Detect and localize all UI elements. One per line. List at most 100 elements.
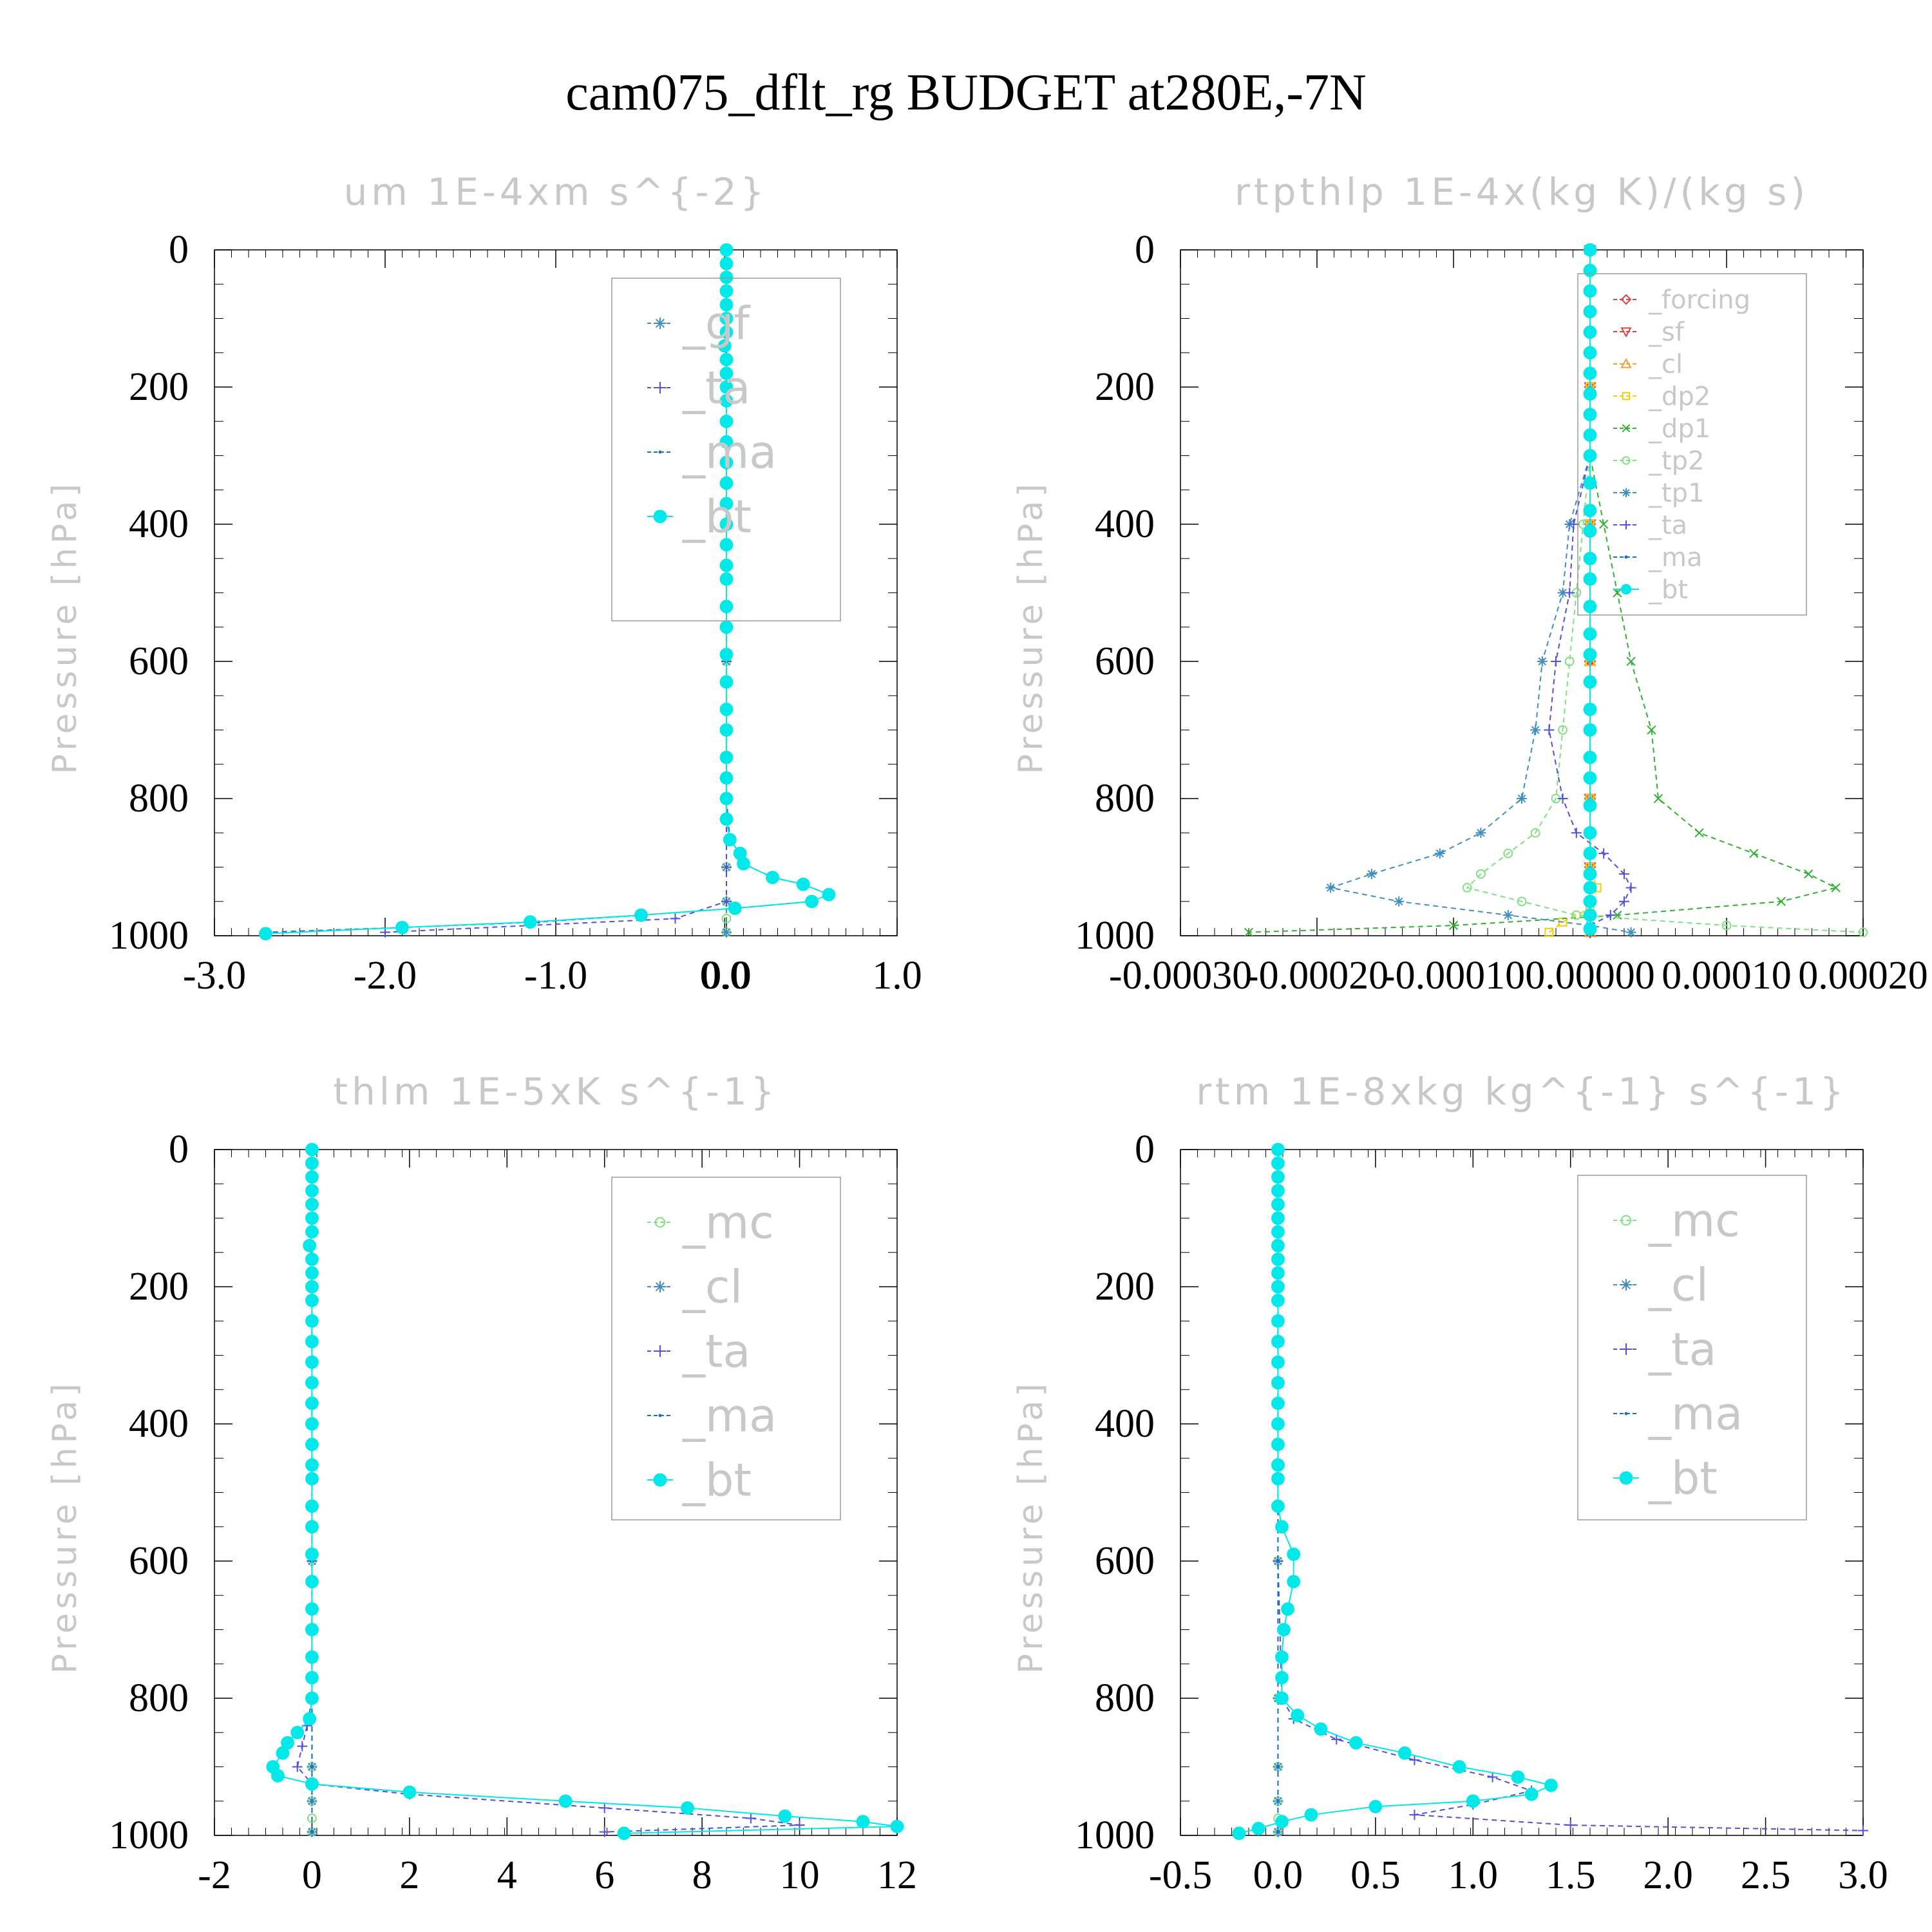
data-point bbox=[723, 833, 737, 847]
data-point bbox=[1583, 922, 1597, 936]
data-point bbox=[719, 270, 734, 285]
data-point bbox=[1583, 476, 1597, 490]
data-point bbox=[1721, 920, 1732, 931]
legend-marker bbox=[1620, 1343, 1632, 1355]
data-point bbox=[670, 913, 681, 924]
panel-4: rtm 1E-8xkg kg^{-1} s^{-1} Pressure [hPa]… bbox=[1012, 1070, 1888, 1897]
data-point bbox=[402, 1785, 417, 1799]
data-point bbox=[1232, 1826, 1246, 1841]
data-point bbox=[1583, 325, 1597, 339]
x-tick-label: 1.0 bbox=[872, 954, 922, 998]
data-point bbox=[271, 1768, 285, 1783]
data-point bbox=[778, 1809, 792, 1823]
legend-label: _gf bbox=[682, 298, 750, 350]
data-point bbox=[1368, 1799, 1383, 1814]
data-point bbox=[1625, 882, 1636, 893]
data-point bbox=[1583, 572, 1597, 586]
data-point bbox=[1517, 896, 1527, 907]
y-tick-label: 0 bbox=[1135, 228, 1155, 272]
data-point bbox=[305, 1355, 319, 1369]
x-tick-label: -1.0 bbox=[524, 954, 587, 998]
data-point bbox=[1551, 656, 1561, 667]
legend-label: _ma bbox=[682, 426, 777, 479]
data-point bbox=[1271, 1293, 1285, 1307]
x-tick-label: -0.00030 bbox=[1109, 954, 1252, 998]
data-point bbox=[305, 1156, 319, 1170]
data-point bbox=[1583, 387, 1597, 401]
data-point bbox=[1619, 896, 1629, 907]
data-point bbox=[719, 256, 734, 270]
y-tick-label: 200 bbox=[1095, 1265, 1155, 1309]
data-point bbox=[1314, 1722, 1328, 1736]
data-point bbox=[1271, 1355, 1285, 1369]
data-point bbox=[1583, 908, 1597, 922]
data-point bbox=[305, 1225, 319, 1239]
data-point bbox=[681, 1801, 694, 1815]
data-point bbox=[1366, 869, 1377, 880]
data-point bbox=[1598, 848, 1609, 859]
legend-marker bbox=[1620, 357, 1632, 368]
data-point bbox=[1583, 284, 1597, 298]
legend-label: _bt bbox=[1648, 1452, 1718, 1505]
data-point bbox=[1271, 1417, 1285, 1431]
legend-label: _dp1 bbox=[1648, 414, 1710, 444]
data-point bbox=[1271, 1458, 1285, 1472]
legend-label: _ma bbox=[1648, 543, 1702, 573]
data-point bbox=[1275, 1671, 1289, 1685]
data-point bbox=[1409, 1754, 1420, 1765]
x-tick-label: 6 bbox=[594, 1853, 614, 1897]
data-point bbox=[305, 1293, 319, 1307]
data-point bbox=[1583, 366, 1597, 381]
data-point bbox=[1557, 793, 1568, 804]
data-point bbox=[1564, 587, 1575, 598]
data-point bbox=[719, 558, 734, 573]
legend-label: _ta bbox=[1648, 1323, 1716, 1376]
data-point bbox=[1409, 1810, 1420, 1821]
data-point bbox=[303, 1712, 317, 1726]
series-line bbox=[1277, 1150, 1864, 1832]
legend: _mc _cl _ta _ma _bt bbox=[611, 1177, 841, 1520]
data-point bbox=[719, 620, 734, 634]
x-tick-label: 0 bbox=[302, 1853, 322, 1897]
data-point bbox=[292, 1761, 303, 1772]
data-point bbox=[1244, 927, 1254, 937]
legend-label: _tp2 bbox=[1648, 446, 1705, 476]
data-point bbox=[719, 647, 734, 661]
x-tick-label: 0.00000 bbox=[1525, 954, 1655, 998]
data-point bbox=[1487, 1772, 1498, 1783]
data-point bbox=[1275, 1520, 1289, 1534]
y-tick-label: 200 bbox=[129, 365, 189, 409]
y-tick-label: 0 bbox=[169, 1128, 189, 1171]
y-tick-label: 800 bbox=[1095, 777, 1155, 820]
legend-label: _ta bbox=[1648, 511, 1687, 540]
data-point bbox=[1571, 828, 1582, 838]
legend-marker bbox=[654, 1345, 666, 1357]
legend-marker bbox=[1622, 424, 1631, 433]
data-point bbox=[1544, 724, 1555, 735]
data-point bbox=[1544, 927, 1554, 937]
data-point bbox=[634, 908, 648, 922]
data-point bbox=[719, 455, 734, 469]
data-point bbox=[1271, 1253, 1285, 1266]
x-tick-label: 2.0 bbox=[1643, 1853, 1693, 1897]
legend-label: _mc bbox=[682, 1197, 774, 1249]
data-point bbox=[305, 1417, 319, 1431]
y-tick-label: 400 bbox=[1095, 502, 1155, 546]
x-tick-label: 0.0 bbox=[701, 954, 752, 998]
y-tick-label: 800 bbox=[129, 777, 189, 820]
data-point bbox=[1619, 869, 1629, 880]
data-point bbox=[766, 871, 779, 884]
data-point bbox=[305, 1623, 319, 1636]
data-point bbox=[1503, 848, 1513, 858]
data-point bbox=[599, 1803, 610, 1814]
data-point bbox=[1583, 799, 1597, 813]
data-point bbox=[719, 750, 734, 764]
data-point bbox=[1271, 1156, 1285, 1170]
y-tick-label: 800 bbox=[1095, 1676, 1155, 1720]
data-point bbox=[719, 675, 734, 689]
y-tick-label: 0 bbox=[169, 228, 189, 272]
legend-marker bbox=[1620, 294, 1632, 305]
x-tick-label: 0.5 bbox=[1350, 1853, 1401, 1897]
y-tick-label: 200 bbox=[1095, 365, 1155, 409]
data-point bbox=[719, 366, 734, 381]
